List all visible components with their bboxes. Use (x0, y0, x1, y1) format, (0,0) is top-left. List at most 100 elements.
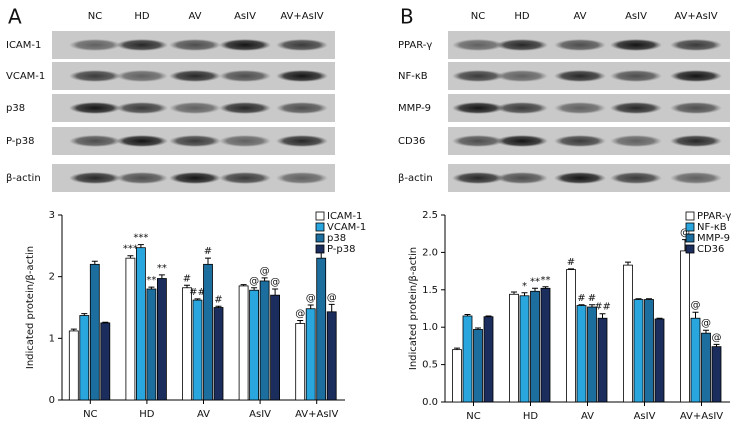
bar (203, 263, 213, 401)
significance-marker: ** (530, 276, 540, 287)
error-bar (599, 313, 606, 319)
significance-marker: ** (541, 275, 551, 286)
blot-band (219, 70, 271, 82)
bar (79, 315, 90, 401)
bar (249, 289, 260, 401)
legend-swatch (685, 233, 695, 243)
blot-band (554, 102, 606, 114)
lane-label: AV+AsIV (674, 11, 717, 22)
blot-band (452, 70, 504, 82)
blot-band (276, 70, 328, 82)
significance-marker: @ (327, 292, 337, 303)
significance-marker: # (204, 246, 212, 257)
blot-band (496, 102, 548, 114)
bar (259, 280, 270, 401)
lane-label: AV+AsIV (280, 11, 323, 22)
lane-label: AV (188, 11, 201, 22)
blot-band (116, 70, 168, 82)
bar (135, 247, 146, 401)
x-tick-label: AV+AsIV (295, 409, 338, 420)
significance-marker: @ (712, 332, 722, 343)
bar (654, 318, 665, 403)
blot-band (219, 135, 271, 147)
panel-label: B (400, 5, 414, 29)
blot-band (670, 102, 722, 114)
blot-row-label: ICAM-1 (6, 40, 41, 51)
error-bar (272, 288, 279, 296)
x-tick-label: HD (139, 409, 155, 420)
bar (192, 299, 203, 401)
blot-row-label: β-actin (6, 173, 41, 184)
significance-marker: * (522, 281, 527, 292)
blot-band (452, 135, 504, 147)
y-tick-label: 2.0 (422, 247, 438, 258)
bar (125, 257, 136, 401)
bar (644, 299, 654, 403)
blot-band (276, 39, 328, 51)
x-tick-label: NC (466, 411, 480, 422)
y-tick-label: 1.0 (422, 322, 438, 333)
legend-swatch (315, 233, 325, 243)
bar (305, 308, 316, 401)
bar (473, 329, 483, 403)
significance-marker: ** (157, 263, 167, 274)
error-bar (137, 244, 144, 248)
bar (295, 323, 306, 401)
x-tick-label: AsIV (249, 409, 271, 420)
significance-marker: # (567, 257, 575, 268)
blot-band (496, 39, 548, 51)
bar (316, 257, 327, 401)
blot-band (169, 102, 221, 114)
error-bar (328, 303, 335, 312)
bar (690, 317, 701, 403)
bar (238, 285, 249, 401)
error-bar (205, 257, 211, 265)
legend-swatch (315, 211, 325, 221)
error-bar (521, 292, 528, 296)
blot-band (169, 39, 221, 51)
panel-label: A (8, 5, 22, 29)
bar (711, 346, 722, 403)
blot-band (169, 172, 221, 184)
legend-swatch (685, 244, 695, 254)
x-tick-label: AV (197, 409, 210, 420)
blot-row-label: VCAM-1 (6, 71, 45, 82)
blot-band (219, 39, 271, 51)
significance-marker: @ (260, 266, 270, 277)
bar (509, 293, 519, 403)
significance-marker: # (214, 294, 222, 305)
lane-label: HD (134, 11, 150, 22)
x-tick-label: HD (523, 411, 539, 422)
blot-band (496, 70, 548, 82)
blot-band (610, 39, 662, 51)
bar (89, 263, 100, 401)
lane-label: NC (88, 11, 102, 22)
blot-band (169, 135, 221, 147)
blot-band (69, 172, 121, 184)
blot-row-label: β-actin (398, 173, 433, 184)
blot-band (69, 135, 121, 147)
significance-marker: @ (691, 300, 701, 311)
x-tick-label: AsIV (634, 411, 656, 422)
bar (452, 349, 462, 403)
legend-label: CD36 (697, 244, 724, 255)
blot-band (670, 172, 722, 184)
bar (633, 299, 644, 403)
blot-band (554, 70, 606, 82)
bar (540, 287, 551, 403)
blot-band (276, 172, 328, 184)
y-axis-label: Indicated protein/β-actin (408, 247, 419, 370)
blot-band (554, 39, 606, 51)
blot-band (452, 39, 504, 51)
blot-band (554, 135, 606, 147)
bar (100, 322, 111, 401)
x-tick-label: NC (83, 409, 97, 420)
error-bar (692, 311, 699, 319)
blot-band (670, 39, 722, 51)
lane-label: AV (573, 11, 586, 22)
bar (270, 294, 281, 401)
legend-swatch (685, 211, 695, 221)
y-tick-label: 0.5 (422, 360, 438, 371)
blot-band (610, 70, 662, 82)
significance-marker: @ (270, 277, 280, 288)
